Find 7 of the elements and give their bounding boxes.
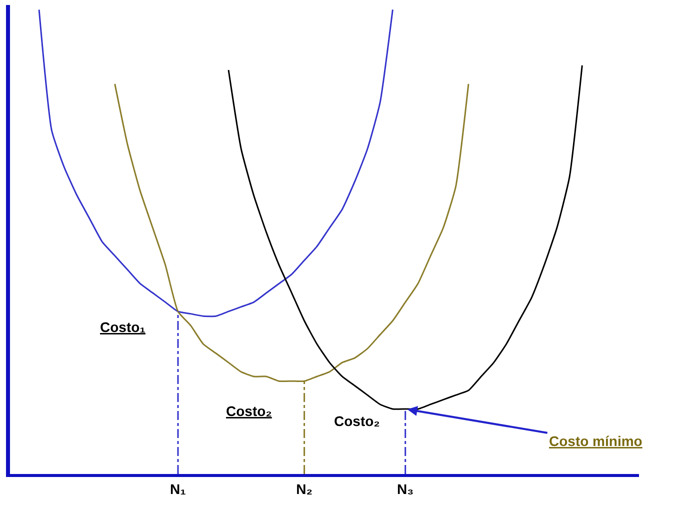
x-tick-label: N₂	[296, 480, 312, 497]
annotation: Costo₂	[226, 403, 272, 419]
annotation: Costo₁	[100, 319, 146, 335]
x-tick-label: N₁	[170, 480, 186, 497]
annotation: Costo₂	[334, 413, 380, 429]
x-tick-label: N₃	[397, 480, 414, 497]
annotation: Costo mínimo	[549, 433, 642, 449]
